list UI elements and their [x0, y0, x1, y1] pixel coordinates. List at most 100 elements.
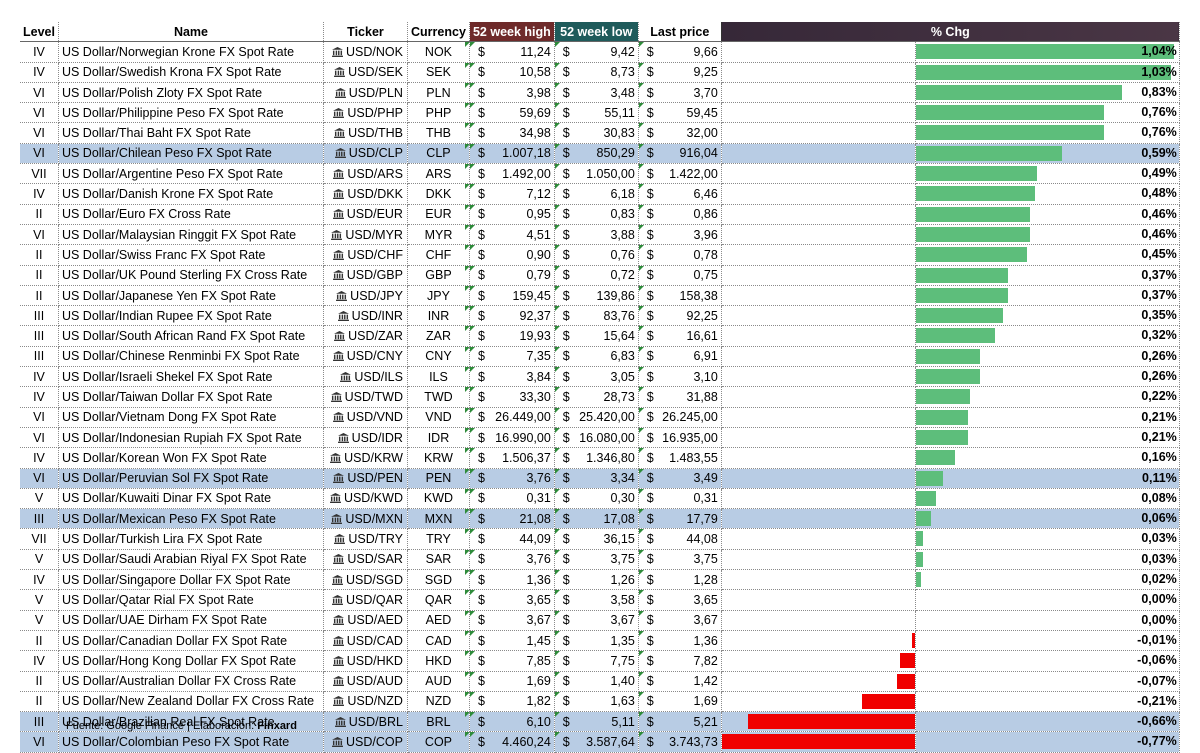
- table-row[interactable]: VII US Dollar/Turkish Lira FX Spot Rate US…: [20, 528, 1180, 550]
- currency-symbol: $: [477, 105, 485, 120]
- table-row[interactable]: IV US Dollar/Taiwan Dollar FX Spot Rate US…: [20, 386, 1180, 408]
- high-cell: $7,12: [469, 183, 555, 205]
- currency-cell: SGD: [407, 569, 470, 591]
- table-row[interactable]: V US Dollar/Kuwaiti Dinar FX Spot Rate USD…: [20, 488, 1180, 510]
- chg-bar: [915, 64, 1172, 80]
- low-value: 1,35: [610, 633, 635, 648]
- table-row[interactable]: II US Dollar/Australian Dollar FX Cross R…: [20, 671, 1180, 692]
- currency-symbol: $: [562, 471, 570, 486]
- header-currency[interactable]: Currency: [407, 22, 470, 43]
- currency-symbol: $: [562, 308, 570, 323]
- last-cell: $44,08: [638, 528, 722, 550]
- low-cell: $30,83: [554, 122, 639, 144]
- table-row[interactable]: VI US Dollar/Vietnam Dong FX Spot Rate USD…: [20, 407, 1180, 428]
- high-cell: $1,36: [469, 569, 555, 591]
- table-row[interactable]: V US Dollar/Qatar Rial FX Spot Rate USD/QA…: [20, 589, 1180, 611]
- bank-icon: [337, 310, 349, 321]
- table-row[interactable]: VI US Dollar/Thai Baht FX Spot Rate USD/TH…: [20, 122, 1180, 144]
- bank-icon: [332, 635, 344, 646]
- chg-bar: [915, 247, 1028, 263]
- table-row[interactable]: V US Dollar/UAE Dirham FX Spot Rate USD/AE…: [20, 610, 1180, 631]
- header-52-week-low[interactable]: 52 week low: [554, 22, 639, 43]
- table-row[interactable]: II US Dollar/Canadian Dollar FX Spot Rate…: [20, 630, 1180, 652]
- high-cell: $7,35: [469, 346, 555, 368]
- table-row[interactable]: VII US Dollar/Argentine Peso FX Spot Rate…: [20, 163, 1180, 185]
- table-row[interactable]: II US Dollar/Swiss Franc FX Spot Rate USD/…: [20, 244, 1180, 266]
- low-cell: $0,83: [554, 204, 639, 225]
- ticker-cell: USD/AED: [323, 610, 408, 631]
- currency-symbol: $: [477, 369, 485, 384]
- name-cell: US Dollar/Danish Krone FX Spot Rate: [58, 183, 324, 205]
- bank-icon: [340, 371, 352, 382]
- ticker-text: USD/DKK: [347, 187, 403, 202]
- table-row[interactable]: V US Dollar/Saudi Arabian Riyal FX Spot R…: [20, 549, 1180, 571]
- currency-cell: THB: [407, 122, 470, 144]
- currency-symbol: $: [477, 491, 485, 506]
- ticker-text: USD/SEK: [348, 65, 403, 80]
- currency-symbol: $: [562, 572, 570, 587]
- table-row[interactable]: VI US Dollar/Chilean Peso FX Spot Rate USD…: [20, 143, 1180, 165]
- table-row[interactable]: IV US Dollar/Israeli Shekel FX Spot Rate U…: [20, 366, 1180, 388]
- table-row[interactable]: VI US Dollar/Malaysian Ringgit FX Spot Ra…: [20, 224, 1180, 246]
- header-ticker[interactable]: Ticker: [323, 22, 408, 43]
- chg-bar: [915, 470, 944, 486]
- table-row[interactable]: VI US Dollar/Indonesian Rupiah FX Spot Ra…: [20, 427, 1180, 449]
- table-row[interactable]: III US Dollar/Brazilian Real FX Spot Rate…: [20, 711, 1180, 733]
- currency-symbol: $: [562, 389, 570, 404]
- table-row[interactable]: IV US Dollar/Norwegian Krone FX Spot Rate…: [20, 41, 1180, 63]
- pct-chg-value: 0,35%: [1141, 308, 1177, 323]
- table-row[interactable]: VI US Dollar/Peruvian Sol FX Spot Rate USD…: [20, 468, 1180, 489]
- low-cell: $1,63: [554, 691, 639, 713]
- high-cell: $3,67: [469, 610, 555, 631]
- table-row[interactable]: IV US Dollar/Singapore Dollar FX Spot Rat…: [20, 569, 1180, 591]
- table-row[interactable]: IV US Dollar/Korean Won FX Spot Rate USD/K…: [20, 447, 1180, 469]
- last-cell: $916,04: [638, 143, 722, 165]
- high-cell: $1.506,37: [469, 447, 555, 469]
- currency-symbol: $: [562, 369, 570, 384]
- low-cell: $1,35: [554, 630, 639, 652]
- table-row[interactable]: II US Dollar/Euro FX Cross Rate USD/EUR EUR…: [20, 204, 1180, 225]
- low-value: 850,29: [596, 146, 635, 161]
- high-value: 3,98: [526, 85, 551, 100]
- table-row[interactable]: II US Dollar/New Zealand Dollar FX Cross …: [20, 691, 1180, 713]
- header-name[interactable]: Name: [58, 22, 324, 43]
- table-row[interactable]: VI US Dollar/Philippine Peso FX Spot Rate…: [20, 102, 1180, 124]
- chg-bar-positive-cell: 0,59%: [915, 143, 1180, 165]
- table-row[interactable]: II US Dollar/Japanese Yen FX Spot Rate USD…: [20, 285, 1180, 307]
- bank-icon: [332, 351, 344, 362]
- low-value: 7,75: [610, 653, 635, 668]
- table-row[interactable]: IV US Dollar/Hong Kong Dollar FX Spot Rat…: [20, 650, 1180, 672]
- table-row[interactable]: VI US Dollar/Polish Zloty FX Spot Rate USD…: [20, 82, 1180, 104]
- pct-chg-value: 0,16%: [1141, 450, 1177, 465]
- name-cell: US Dollar/Indonesian Rupiah FX Spot Rate: [58, 427, 324, 449]
- chg-bar: [915, 84, 1122, 100]
- level-cell: VI: [20, 102, 59, 124]
- header-pct-chg[interactable]: % Chg: [720, 22, 1180, 43]
- bank-icon: [333, 168, 345, 179]
- chg-bar-positive-cell: 0,16%: [915, 447, 1180, 469]
- table-row[interactable]: III US Dollar/Chinese Renminbi FX Spot Ra…: [20, 346, 1180, 368]
- name-cell: US Dollar/Taiwan Dollar FX Spot Rate: [58, 386, 324, 408]
- last-value: 916,04: [679, 146, 718, 161]
- chg-bar-negative-cell: [721, 549, 916, 571]
- table-row[interactable]: III US Dollar/South African Rand FX Spot …: [20, 325, 1180, 347]
- header-level[interactable]: Level: [20, 22, 59, 43]
- currency-symbol: $: [646, 552, 654, 567]
- table-row[interactable]: IV US Dollar/Swedish Krona FX Spot Rate US…: [20, 62, 1180, 83]
- high-value: 1.007,18: [502, 146, 551, 161]
- table-row[interactable]: III US Dollar/Indian Rupee FX Spot Rate US…: [20, 305, 1180, 327]
- header-last-price[interactable]: Last price: [638, 22, 722, 43]
- ticker-text: USD/MXN: [345, 511, 403, 526]
- table-row[interactable]: III US Dollar/Mexican Peso FX Spot Rate US…: [20, 508, 1180, 530]
- currency-cell: TRY: [407, 528, 470, 550]
- table-row[interactable]: VI US Dollar/Colombian Peso FX Spot Rate U…: [20, 731, 1180, 753]
- pct-chg-value: 0,45%: [1141, 247, 1177, 262]
- header-52-week-high[interactable]: 52 week high: [469, 22, 555, 43]
- level-cell: VII: [20, 163, 59, 185]
- level-cell: II: [20, 691, 59, 713]
- currency-cell: AED: [407, 610, 470, 631]
- table-row[interactable]: II US Dollar/UK Pound Sterling FX Cross R…: [20, 265, 1180, 286]
- table-row[interactable]: IV US Dollar/Danish Krone FX Spot Rate USD…: [20, 183, 1180, 205]
- level-cell: III: [20, 346, 59, 368]
- currency-cell: SAR: [407, 549, 470, 571]
